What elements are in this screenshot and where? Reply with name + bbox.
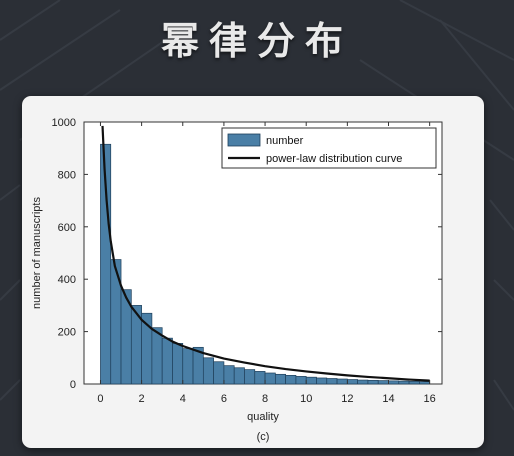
chart-caption: (c) (257, 431, 270, 443)
power-law-curve (101, 125, 430, 382)
bar (285, 375, 297, 385)
bar (244, 369, 256, 385)
y-tick-label: 1000 (52, 117, 76, 129)
y-tick-label: 600 (58, 222, 76, 234)
y-tick-label: 800 (58, 169, 76, 181)
y-tick-label: 400 (58, 274, 76, 286)
x-axis-title: quality (247, 411, 279, 423)
ticks-layer: 0 2 4 6 8 10 12 14 16 0 200 400 600 800 1000 (52, 117, 442, 405)
bar (274, 373, 286, 385)
bar (233, 367, 245, 385)
y-axis-title: number of manuscripts (31, 197, 43, 309)
legend-swatch-bar (227, 133, 261, 147)
bar (161, 337, 173, 385)
y-tick-label: 200 (58, 327, 76, 339)
bar (326, 378, 338, 385)
bar (151, 327, 163, 385)
legend-label-bar: number (266, 135, 304, 147)
y-tick-label: 0 (70, 379, 76, 391)
bar (182, 348, 194, 385)
bar (295, 376, 307, 385)
bar (408, 381, 420, 385)
bar (419, 381, 431, 385)
legend: number power-law distribution curve (221, 127, 437, 169)
x-tick-label: 8 (262, 393, 268, 405)
bar (398, 380, 410, 385)
x-tick-label: 12 (341, 393, 353, 405)
x-tick-label: 2 (139, 393, 145, 405)
bar (213, 361, 225, 385)
bar (254, 371, 266, 385)
slide-title: 幂律分布 (160, 19, 353, 63)
bar (377, 380, 389, 385)
bar (264, 372, 276, 385)
bar (388, 380, 400, 385)
bars-layer (100, 143, 431, 385)
bar (347, 379, 358, 385)
bar (305, 376, 317, 385)
x-tick-label: 0 (97, 393, 103, 405)
bar (367, 379, 379, 385)
x-tick-label: 14 (382, 393, 394, 405)
bar (202, 357, 214, 385)
x-tick-label: 16 (424, 393, 436, 405)
curve-layer (101, 125, 430, 382)
x-tick-label: 6 (221, 393, 227, 405)
bar (172, 343, 184, 385)
x-tick-label: 4 (180, 393, 186, 405)
legend-label-line: power-law distribution curve (266, 153, 402, 165)
bar (336, 378, 348, 385)
x-tick-label: 10 (300, 393, 312, 405)
bar (357, 379, 369, 385)
bar (316, 377, 328, 385)
bar (223, 365, 235, 385)
